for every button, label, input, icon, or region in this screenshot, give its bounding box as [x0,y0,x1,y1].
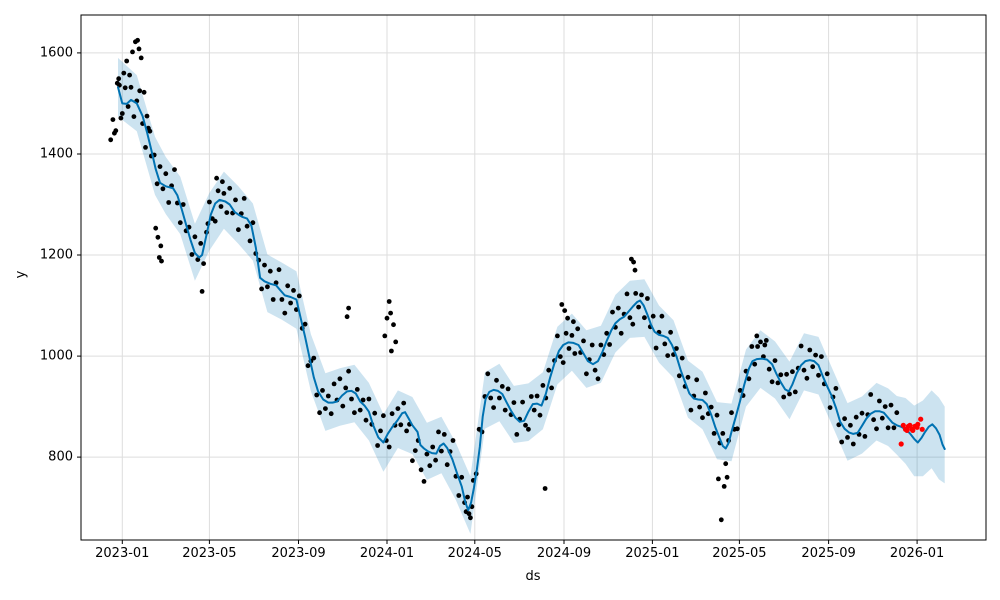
x-tick-label: 2023-01 [95,546,150,561]
x-tick-label: 2023-09 [271,546,326,561]
x-tick-label: 2025-09 [801,546,856,561]
y-axis-label: y [13,270,29,279]
x-tick-label: 2023-05 [182,546,237,561]
y-tick-label: 1000 [39,348,73,364]
x-tick-label: 2024-05 [447,546,502,561]
y-tick-label: 1200 [39,247,73,263]
x-tick-label: 2025-05 [712,546,767,561]
y-tick-label: 1400 [39,146,73,162]
y-tick-label: 800 [48,449,73,465]
x-tick-label: 2025-01 [625,546,680,561]
x-tick-label: 2026-01 [889,546,945,561]
x-axis-label: ds [525,569,541,584]
y-tick-label: 1600 [39,45,73,61]
x-tick-label: 2024-01 [359,546,415,561]
x-tick-label: 2024-09 [536,546,592,561]
